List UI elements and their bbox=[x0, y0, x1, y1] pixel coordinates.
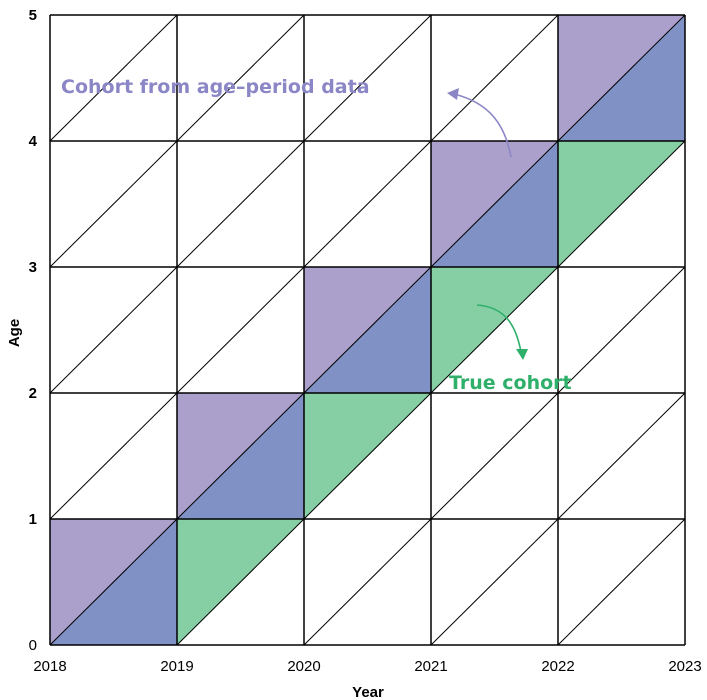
lexis-diagonal bbox=[557, 518, 686, 646]
lexis-diagonal bbox=[303, 140, 432, 268]
lexis-diagonal bbox=[176, 140, 305, 268]
y-tick-labels: 0 1 2 3 4 5 bbox=[29, 7, 38, 654]
lexis-diagonal bbox=[557, 14, 686, 142]
lexis-diagonal bbox=[176, 266, 305, 394]
x-axis-title: Year bbox=[352, 684, 384, 700]
lexis-diagonal bbox=[176, 392, 305, 520]
y-tick-label: 5 bbox=[29, 7, 37, 24]
true-cohort-arrow bbox=[476, 304, 522, 353]
lexis-diagonal bbox=[49, 140, 178, 268]
lexis-diagonal bbox=[49, 266, 178, 394]
lexis-diagonal bbox=[49, 14, 178, 142]
lexis-diagonal bbox=[176, 518, 305, 646]
lexis-diagonal bbox=[303, 266, 432, 394]
lexis-diagonal bbox=[430, 266, 559, 394]
lexis-diagonal bbox=[303, 392, 432, 520]
x-tick-label: 2021 bbox=[414, 658, 447, 675]
x-tick-label: 2019 bbox=[160, 658, 193, 675]
lexis-diagonal bbox=[557, 140, 686, 268]
y-tick-label: 4 bbox=[29, 133, 38, 150]
cohort-from-age-period-arrowhead bbox=[447, 88, 459, 100]
lexis-diagonal bbox=[303, 518, 432, 646]
lexis-diagonal bbox=[557, 392, 686, 520]
y-tick-label: 3 bbox=[29, 259, 37, 276]
x-tick-label: 2018 bbox=[33, 658, 66, 675]
cohort-from-age-period-arrow bbox=[453, 93, 512, 158]
lexis-diagonal bbox=[430, 392, 559, 520]
x-tick-label: 2022 bbox=[541, 658, 574, 675]
cohort-from-age-period-label: Cohort from age–period data bbox=[61, 76, 370, 98]
x-tick-label: 2020 bbox=[287, 658, 320, 675]
lexis-diagonal bbox=[557, 266, 686, 394]
lexis-diagonal bbox=[430, 518, 559, 646]
lexis-diagonal bbox=[303, 14, 432, 142]
y-tick-label: 2 bbox=[29, 385, 37, 402]
lexis-diagonal bbox=[49, 518, 178, 646]
y-axis-title: Age bbox=[6, 319, 23, 347]
lexis-diagonal bbox=[49, 392, 178, 520]
lexis-diagonal bbox=[176, 14, 305, 142]
lexis-diagonal bbox=[430, 14, 559, 142]
true-cohort-arrowhead bbox=[516, 349, 528, 360]
y-tick-label: 0 bbox=[29, 637, 37, 654]
true-cohort-label: True cohort bbox=[449, 372, 572, 394]
x-tick-labels: 2018 2019 2020 2021 2022 2023 bbox=[33, 658, 701, 675]
lexis-diagonal bbox=[430, 140, 559, 268]
y-tick-label: 1 bbox=[29, 511, 37, 528]
lexis-grid bbox=[49, 14, 686, 646]
x-tick-label: 2023 bbox=[668, 658, 701, 675]
